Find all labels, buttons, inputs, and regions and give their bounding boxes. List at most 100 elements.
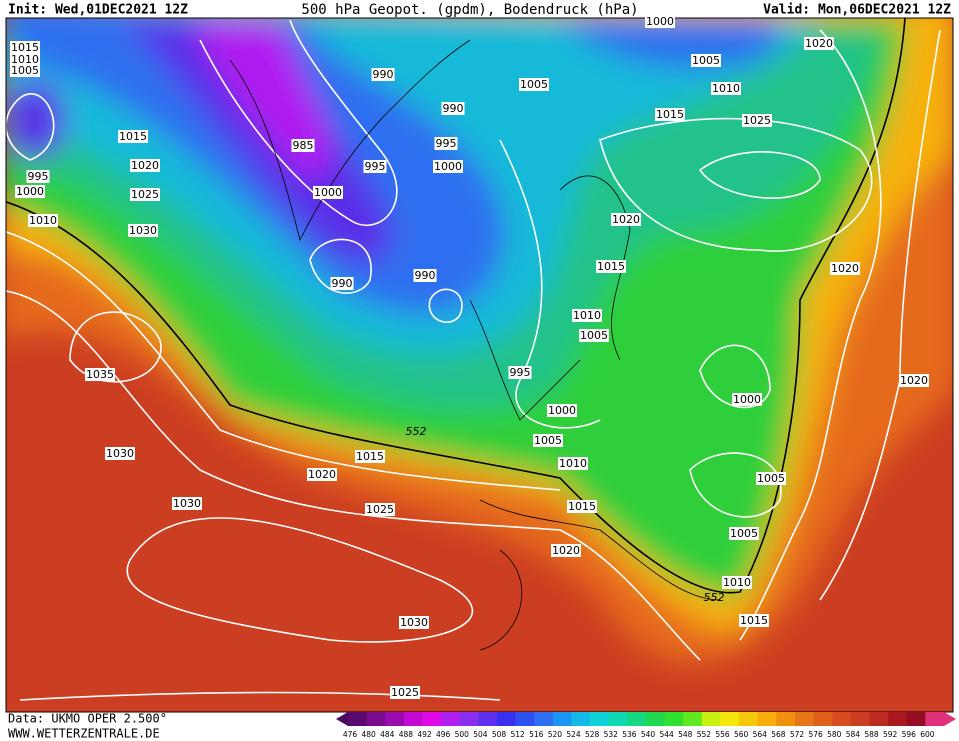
isobar-label: 1020 (552, 544, 580, 557)
isobar-label: 1000 (646, 15, 674, 28)
isobar-label: 995 (28, 170, 49, 183)
scale-swatch (813, 712, 833, 726)
isobar-label: 1010 (573, 309, 601, 322)
isobar-label: 1035 (86, 368, 114, 381)
data-source: Data: UKMO OPER 2.500° (8, 712, 167, 726)
isobar-label: 995 (510, 366, 531, 379)
isobar-label: 1000 (733, 393, 761, 406)
label-box (742, 114, 772, 127)
color-scale: 476 480 484 488 492 496 500 504 508 512 516 520 524 5… (336, 712, 956, 739)
isobar-label: 985 (293, 139, 314, 152)
label-box (572, 309, 602, 322)
label-box (645, 15, 675, 28)
label-box (371, 68, 395, 81)
scale-label: 496 (436, 730, 451, 739)
scale-swatch (739, 712, 759, 726)
scale-label: 588 (864, 730, 879, 739)
scale-swatch (627, 712, 647, 726)
scale-label: 528 (585, 730, 600, 739)
scale-label: 508 (492, 730, 507, 739)
scale-label: 540 (641, 730, 656, 739)
isobar-label: 995 (365, 160, 386, 173)
scale-swatch (608, 712, 628, 726)
scale-swatch (552, 712, 572, 726)
label-box (899, 374, 929, 387)
label-box (558, 457, 588, 470)
isobar-label: 990 (373, 68, 394, 81)
isobar-label: 1010 (11, 53, 39, 66)
isobar-label: 1015 (656, 108, 684, 121)
scale-label: 564 (753, 730, 768, 739)
isobar-label: 1005 (534, 434, 562, 447)
label-box (390, 686, 420, 699)
scale-label: 524 (566, 730, 581, 739)
label-box (128, 224, 158, 237)
scale-label: 536 (622, 730, 637, 739)
label-box (830, 262, 860, 275)
scale-label: 572 (790, 730, 805, 739)
scale-label: 576 (808, 730, 823, 739)
label-box (313, 186, 343, 199)
isobar-label: 1020 (131, 159, 159, 172)
isobar-label: 1025 (131, 188, 159, 201)
scale-swatch (701, 712, 721, 726)
scale-swatch (869, 712, 889, 726)
label-box (172, 497, 202, 510)
scale-label: 504 (473, 730, 488, 739)
scale-arrow-right (944, 712, 956, 726)
isobar-label: 1005 (757, 472, 785, 485)
label-box (85, 368, 115, 381)
contour-552 (6, 18, 906, 594)
label-box (579, 329, 609, 342)
scale-label: 584 (846, 730, 861, 739)
isobar-label: 990 (415, 269, 436, 282)
label-box (15, 185, 45, 198)
scale-arrow-left (336, 712, 348, 726)
isobar-label: 995 (436, 137, 457, 150)
label-box (130, 188, 160, 201)
isobar-label: 1000 (16, 185, 44, 198)
label-box (547, 404, 577, 417)
scale-label: 596 (902, 730, 917, 739)
label-box (10, 64, 40, 77)
label-box (711, 82, 741, 95)
label-box (722, 576, 752, 589)
label-box (26, 170, 50, 183)
coastlines (229, 39, 721, 651)
scale-label: 580 (827, 730, 842, 739)
scale-swatch (366, 712, 386, 726)
label-box (330, 277, 354, 290)
scale-label: 544 (659, 730, 674, 739)
scale-label: 560 (734, 730, 749, 739)
label-box (10, 53, 40, 66)
isobar-label: 1030 (400, 616, 428, 629)
label-box (508, 366, 532, 379)
label-box (756, 472, 786, 485)
isobar-label: 1025 (366, 503, 394, 516)
scale-swatch (646, 712, 666, 726)
label-box (291, 139, 315, 152)
label-box (551, 544, 581, 557)
label-box (130, 159, 160, 172)
isobar-label: 990 (332, 277, 353, 290)
isobar-label: 1025 (743, 114, 771, 127)
label-box (691, 54, 721, 67)
label-box (10, 41, 40, 54)
scale-label: 492 (417, 730, 432, 739)
scale-swatch (850, 712, 870, 726)
scale-swatch (832, 712, 852, 726)
label-box (105, 447, 135, 460)
isobar-label: 1005 (11, 64, 39, 77)
label-box (307, 468, 337, 481)
isobar-label: 1015 (597, 260, 625, 273)
isobar-label: 1010 (723, 576, 751, 589)
isobar-label: 1010 (712, 82, 740, 95)
label-box (441, 102, 465, 115)
scale-swatch (459, 712, 479, 726)
isobar-label: 1025 (391, 686, 419, 699)
isobar-label: 1015 (356, 450, 384, 463)
scale-swatch (515, 712, 535, 726)
label-box (363, 160, 387, 173)
isobar-label: 1015 (740, 614, 768, 627)
